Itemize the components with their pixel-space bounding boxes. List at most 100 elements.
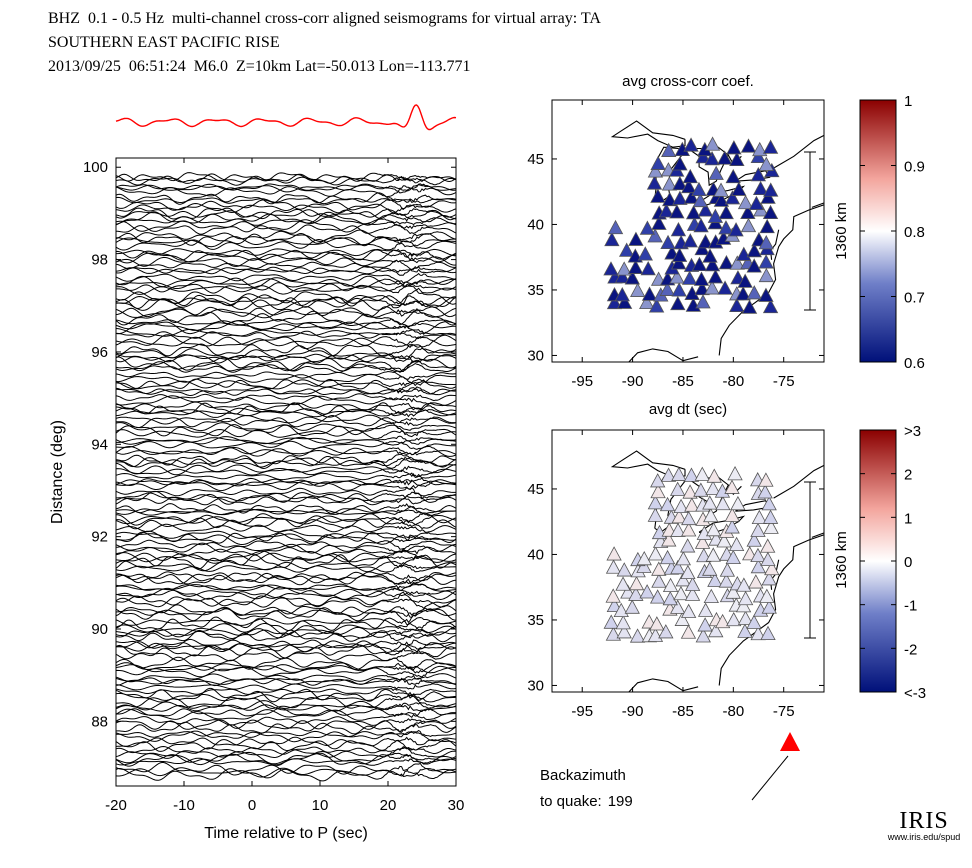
station-marker (746, 258, 762, 273)
seismogram-trace (116, 571, 456, 582)
seismogram-trace (116, 232, 456, 247)
seismogram-trace (116, 238, 456, 251)
seismogram-trace (116, 616, 456, 628)
distance-scalebar: 1360 km (804, 481, 850, 639)
station-marker (695, 628, 711, 643)
station-marker (740, 217, 757, 233)
x-tick-label: 10 (312, 797, 329, 814)
y-tick-label: 98 (91, 252, 108, 269)
station-marker (684, 497, 700, 512)
station-marker (647, 163, 664, 178)
seismogram-trace (116, 623, 456, 636)
station-marker (660, 467, 677, 482)
iris-logo-url: www.iris.edu/spud (887, 832, 961, 842)
station-marker (761, 571, 777, 586)
scalebar-label: 1360 km (833, 531, 850, 589)
seismogram-trace (116, 407, 456, 418)
station-marker (724, 479, 740, 494)
station-marker (606, 294, 623, 310)
station-marker (758, 267, 775, 283)
seismogram-trace (116, 173, 456, 184)
station-marker (750, 522, 766, 537)
seismogram-trace (116, 739, 456, 752)
station-marker (740, 138, 757, 153)
station-marker (760, 551, 776, 566)
map-ticks: -95 -90 -85 -80 -75 30 35 40 45 (527, 430, 824, 720)
station-marker (760, 189, 776, 204)
seismogram-trace (116, 765, 456, 782)
map-y-tick-label: 35 (527, 612, 544, 629)
station-marker (669, 204, 685, 219)
station-marker (650, 188, 666, 203)
seismogram-trace (116, 462, 456, 476)
station-marker (691, 256, 708, 272)
station-marker (603, 261, 619, 276)
station-marker (697, 234, 714, 249)
station-marker (705, 480, 721, 495)
station-marker (697, 202, 714, 217)
station-marker (682, 168, 698, 184)
station-marker (672, 190, 688, 205)
dt-map-panel: -95 -90 -85 -80 -75 30 35 40 45 1360 km >3 2 1 0 -1 -… (527, 423, 926, 720)
station-marker (639, 294, 655, 310)
station-marker (658, 203, 675, 218)
station-marker (694, 280, 710, 296)
map-y-tick-label: 40 (527, 546, 544, 563)
station-marker (730, 495, 746, 511)
x-axis-label: Time relative to P (sec) (204, 825, 368, 842)
station-marker (662, 191, 678, 207)
station-marker (702, 561, 718, 576)
seismogram-trace (116, 363, 456, 374)
station-marker (703, 507, 719, 523)
station-marker (639, 220, 656, 235)
station-marker (759, 588, 775, 603)
station-marker (725, 549, 741, 564)
station-marker (629, 628, 646, 643)
seismogram-trace (116, 736, 456, 747)
colorbar-tick-label: 1 (904, 93, 912, 110)
seismogram-trace (116, 503, 456, 514)
colorbar-tick-label: -2 (904, 641, 917, 658)
station-marker (646, 175, 663, 190)
station-marker (618, 242, 635, 257)
seismogram-trace (116, 638, 456, 653)
station-marker (641, 286, 658, 301)
seismogram-trace (116, 477, 456, 487)
seismogram-trace (116, 515, 456, 528)
x-tick-label: 0 (248, 797, 256, 814)
cross-corr-map-panel: avg cross-corr coef. -95 -90 -85 -80 -75 30 35… (527, 73, 925, 390)
seismogram-trace (116, 306, 456, 318)
station-marker (650, 155, 666, 170)
station-marker (735, 598, 752, 613)
station-marker (718, 204, 734, 220)
seismogram-trace (116, 716, 456, 726)
y-axis-label: Distance (deg) (49, 420, 66, 524)
map-x-tick-label: -80 (722, 703, 744, 720)
seismogram-trace (116, 370, 456, 380)
station-marker (695, 149, 711, 164)
station-marker (650, 473, 666, 488)
seismogram-trace (116, 379, 456, 391)
seismogram-trace (116, 616, 456, 631)
station-marker (714, 483, 731, 498)
station-marker (763, 519, 779, 534)
station-marker (661, 176, 678, 191)
station-marker (707, 208, 724, 223)
station-marker (671, 247, 688, 262)
station-marker (604, 231, 620, 247)
seismogram-trace (116, 278, 456, 289)
station-marker (627, 259, 644, 274)
y-tick-label: 88 (91, 713, 108, 730)
seismogram-trace (116, 704, 456, 712)
station-marker (748, 195, 765, 211)
station-marker (748, 574, 764, 589)
station-marker (725, 168, 741, 184)
station-marker (759, 218, 775, 234)
station-marker (737, 623, 753, 638)
colorbar-tick-label: 1 (904, 510, 912, 527)
iris-logo-text: IRIS (899, 808, 949, 834)
colorbar-tick-label: 2 (904, 467, 912, 484)
station-marker (624, 599, 640, 614)
seismogram-trace (116, 700, 456, 711)
station-marker (636, 550, 652, 566)
